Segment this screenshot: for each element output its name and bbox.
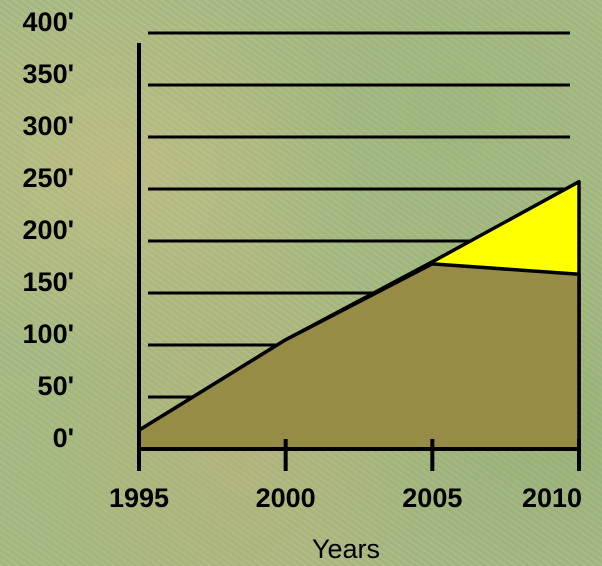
y-tick-label-400: 400' [23, 7, 74, 37]
area-series [137, 179, 581, 451]
x-axis-title: Years [312, 534, 380, 564]
y-tick-label-200: 200' [23, 215, 74, 245]
x-tick-label-2005: 2005 [402, 483, 462, 513]
y-tick-label-350: 350' [23, 59, 74, 89]
y-tick-label-250: 250' [23, 163, 74, 193]
gridlines [148, 31, 570, 399]
y-tick-label-300: 300' [23, 111, 74, 141]
y-axis-tick-labels: 0' 50' 100' 150' 200' 250' 300' 350' 400' [23, 7, 74, 453]
axes [137, 43, 581, 471]
y-tick-label-150: 150' [23, 267, 74, 297]
x-tick-label-1995: 1995 [109, 483, 169, 513]
x-axis-tick-labels: 1995 2000 2005 2010 [109, 483, 582, 513]
x-tick-label-2000: 2000 [256, 483, 316, 513]
x-tick-label-2010: 2010 [522, 483, 582, 513]
y-tick-label-100: 100' [23, 319, 74, 349]
y-tick-label-0: 0' [53, 423, 74, 453]
y-tick-label-50: 50' [38, 371, 74, 401]
